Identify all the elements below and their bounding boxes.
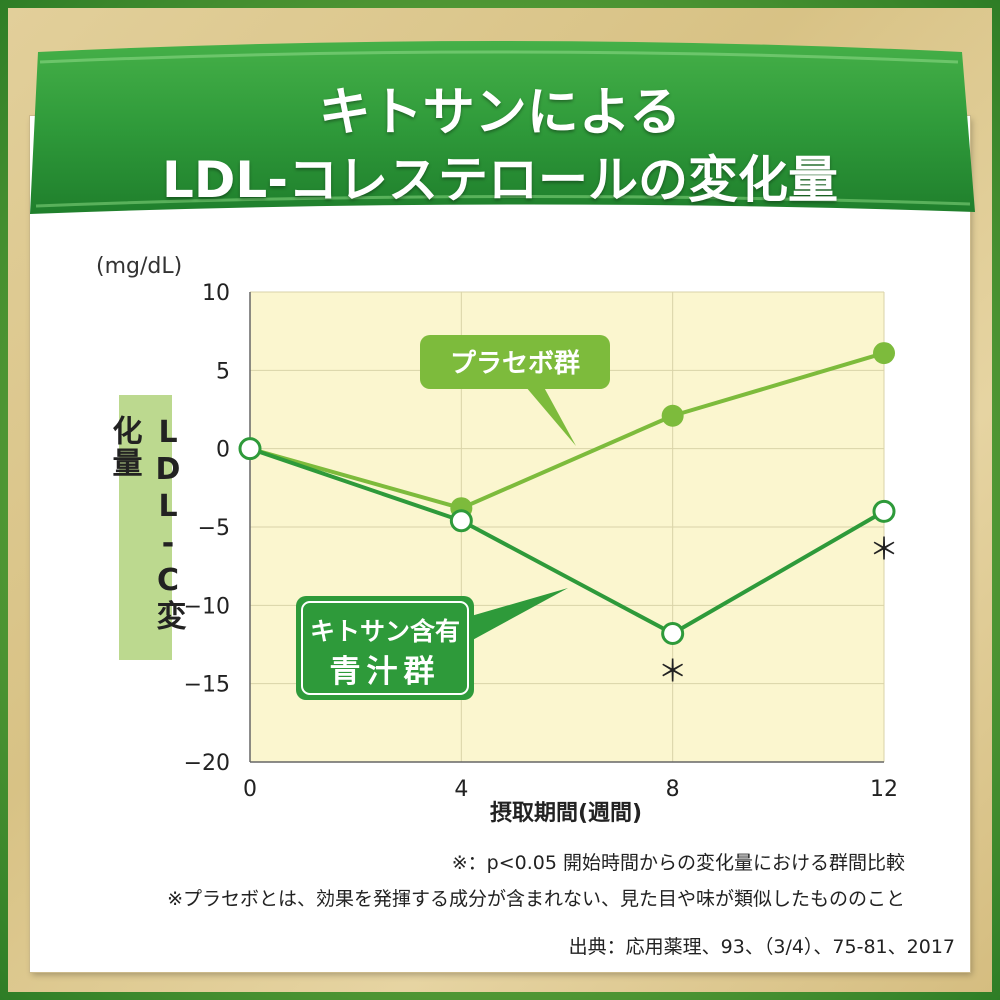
series-lines [238,342,896,646]
placebo-point [873,342,895,365]
placebo-definition-note: ※プラセボとは、効果を発揮する成分が含まれない、見た目や味が類似したもののこと [167,888,905,910]
y-tick-label: 0 [216,438,230,463]
x-tick-label: 4 [454,777,468,802]
kitosan-point [238,437,262,461]
placebo-point [661,404,684,427]
kitosan-legend-label-line1: キトサン含有 [310,617,460,646]
kitosan-point [661,622,685,646]
y-axis-label-box: LDL-C変化量 [107,395,186,660]
y-tick-label: −15 [184,673,230,698]
kitosan-line [249,446,886,636]
kitosan-legend-label-line2: 青汁群 [330,654,441,690]
x-tick-labels: 0 4 8 12 [243,777,898,802]
y-tick-label: −20 [184,751,230,776]
placebo-line [249,351,885,511]
placebo-callout-box [420,335,610,389]
kitosan-point [449,509,473,533]
banner-ribbon [30,41,975,214]
title-banner [30,41,975,214]
y-tick-label: 10 [202,281,230,306]
x-axis-label: 摂取期間(週間) [490,800,642,826]
banner-highlight [39,50,959,64]
significance-note: ※：p<0.05 開始時間からの変化量における群間比較 [451,852,905,874]
x-tick-label: 8 [666,777,680,802]
axes [249,292,884,763]
significance-asterisk: ＊ [658,655,688,690]
y-tick-labels: 10 5 0 −5 −10 −15 −20 [184,281,230,776]
kitosan-callout-outer [296,596,474,700]
y-unit-label: (mg/dL) [96,254,183,279]
significance-marks: ＊＊ [658,532,899,689]
chart-title-line1: キトサンによる [318,83,682,143]
y-tick-label: −5 [198,516,230,541]
placebo-callout-pointer [520,380,576,446]
x-tick-label: 12 [870,777,898,802]
kitosan-callout-inner-border [301,601,469,695]
x-tick-label: 0 [243,777,257,802]
significance-asterisk: ＊ [869,532,899,567]
chart-title-line2: LDL-コレステロールの変化量 [162,151,838,209]
source-citation: 出典：応用薬理、93、（3/4）、75-81、2017 [568,936,955,958]
y-tick-label: −10 [184,594,230,619]
kitosan-point [872,499,896,523]
banner-highlight-bottom [35,194,971,208]
y-tick-label: 5 [216,359,230,384]
placebo-legend-label: プラセボ群 [450,349,580,379]
